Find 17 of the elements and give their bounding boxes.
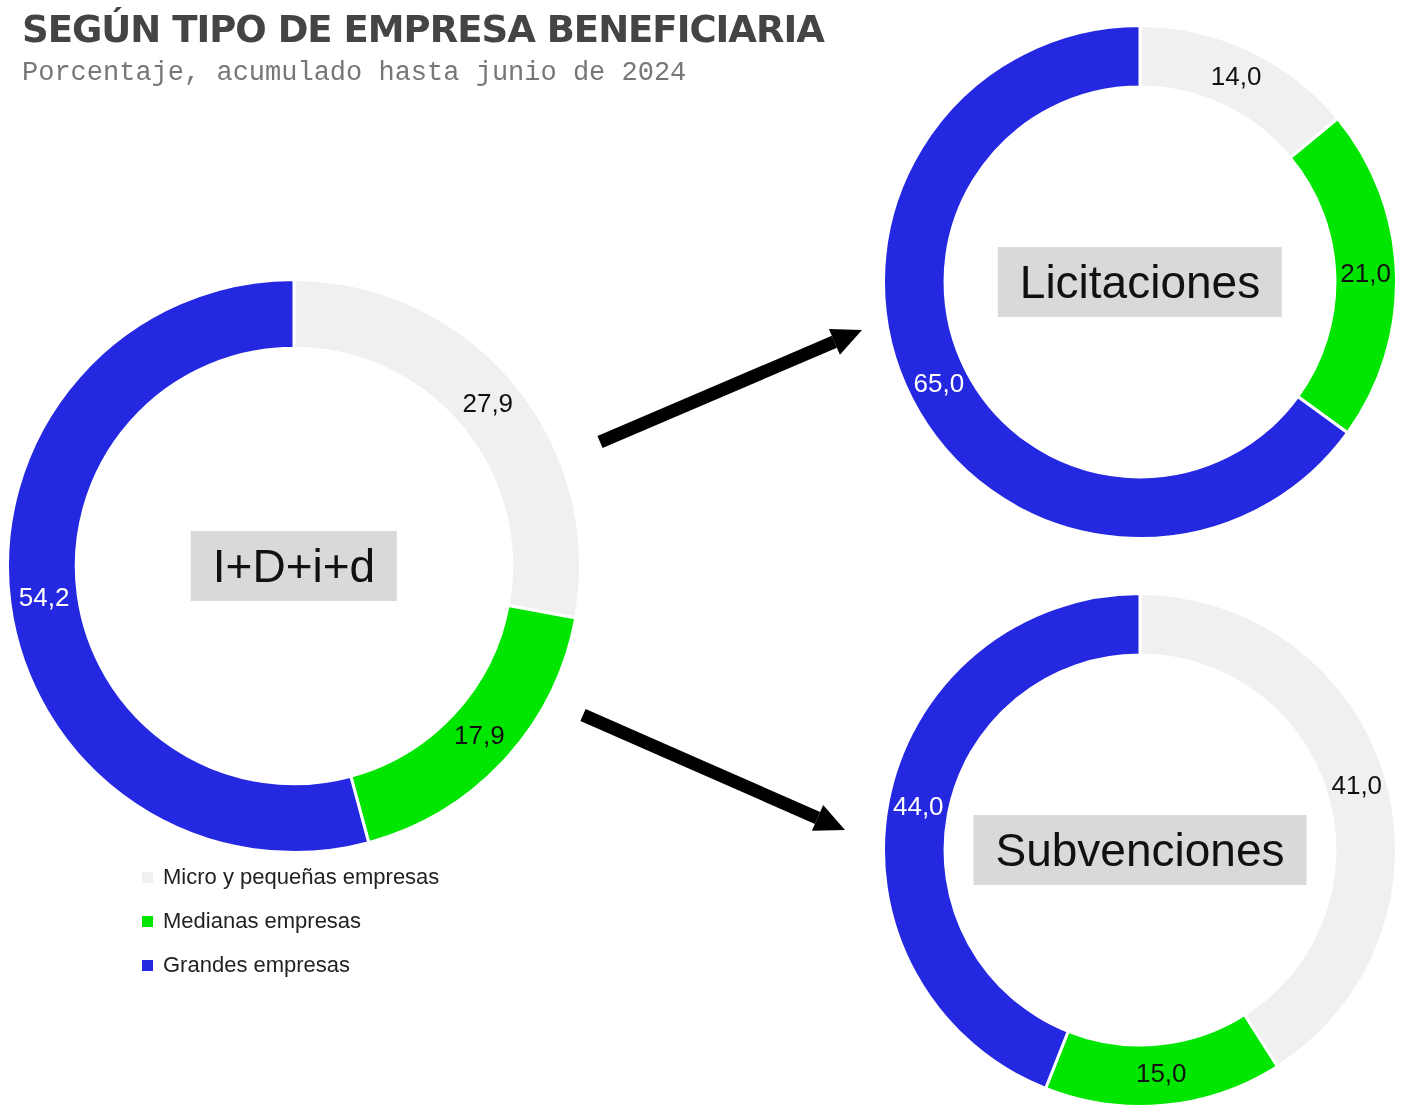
data-label: 21,0 — [1340, 258, 1391, 289]
data-label: 44,0 — [892, 790, 944, 821]
data-label: 17,9 — [454, 720, 505, 751]
data-label: 54,2 — [18, 582, 70, 613]
data-label: 14,0 — [1210, 60, 1262, 91]
data-label: 15,0 — [1135, 1057, 1187, 1088]
data-label: 65,0 — [913, 367, 965, 398]
legend-label: Medianas empresas — [163, 908, 362, 934]
data-label: 27,9 — [462, 387, 514, 418]
text: Subvenciones — [973, 815, 1307, 885]
text: I+D+i+d — [190, 531, 398, 601]
legend-label: Grandes empresas — [163, 952, 351, 978]
chart-title: SEGÚN TIPO DE EMPRESA BENEFICIARIA — [22, 8, 824, 51]
data-label: 41,0 — [1331, 770, 1383, 801]
text: Licitaciones — [997, 247, 1283, 317]
legend-label: Micro y pequeñas empresas — [163, 864, 440, 890]
chart-subtitle: Porcentaje, acumulado hasta junio de 2024 — [22, 58, 687, 88]
